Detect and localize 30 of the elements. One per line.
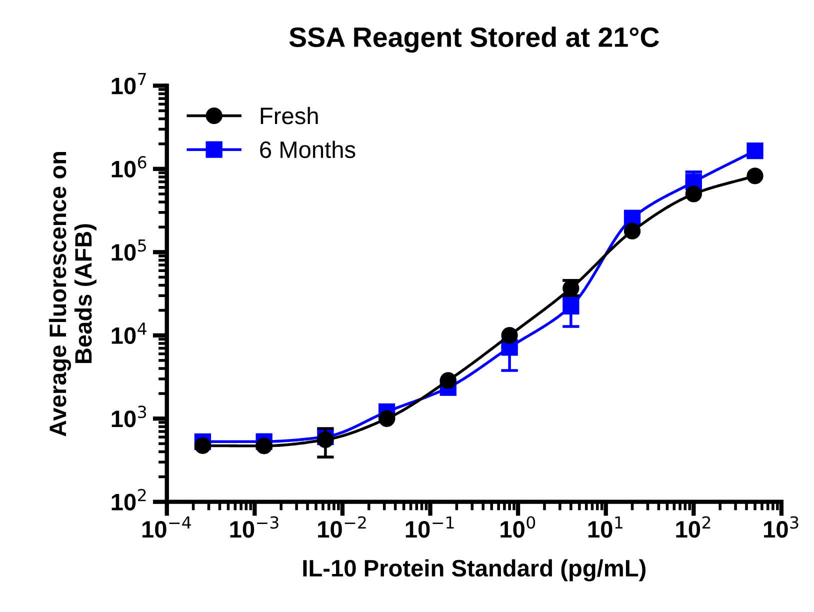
y-tick-label: 10$^{7}$ (112, 72, 146, 94)
point (194, 437, 212, 454)
y-tick-label: 10$^{2}$ (112, 488, 146, 510)
x-tick-label: 10$^{−1}$ (406, 516, 454, 538)
point (256, 438, 272, 454)
x-axis-title: IL-10 Protein Standard (pg/mL) (303, 559, 646, 582)
x-tick-label: 10$^{2}$ (676, 516, 710, 538)
point (501, 327, 518, 344)
x-tick-label: 10$^{−4}$ (142, 516, 191, 538)
point (746, 168, 764, 184)
point (440, 372, 457, 389)
x-tick-label: 10$^{0}$ (500, 516, 536, 538)
chart-title: SSA Reagent Stored at 21°C (289, 26, 660, 53)
y-tick-label: 10$^{5}$ (112, 239, 146, 261)
point (624, 222, 641, 240)
x-tick-label: 10$^{−2}$ (318, 516, 366, 538)
y-tick-label: 10$^{4}$ (112, 322, 146, 344)
y-axis-title: Average Fluorescence on Beads (AFB) (48, 152, 96, 436)
y-tick-label: 10$^{6}$ (112, 156, 146, 178)
x-tick-label: 10$^{−3}$ (230, 516, 278, 538)
point (746, 142, 764, 160)
legend-label: 6 Months (260, 140, 356, 158)
point (562, 298, 580, 315)
point (378, 410, 396, 427)
x-tick-label: 10$^{3}$ (764, 516, 798, 538)
legend-label: Fresh (260, 106, 318, 124)
x-tick-label: 10$^{1}$ (588, 516, 622, 538)
y-tick-label: 10$^{3}$ (112, 406, 146, 428)
point (685, 186, 702, 202)
point (317, 431, 334, 448)
